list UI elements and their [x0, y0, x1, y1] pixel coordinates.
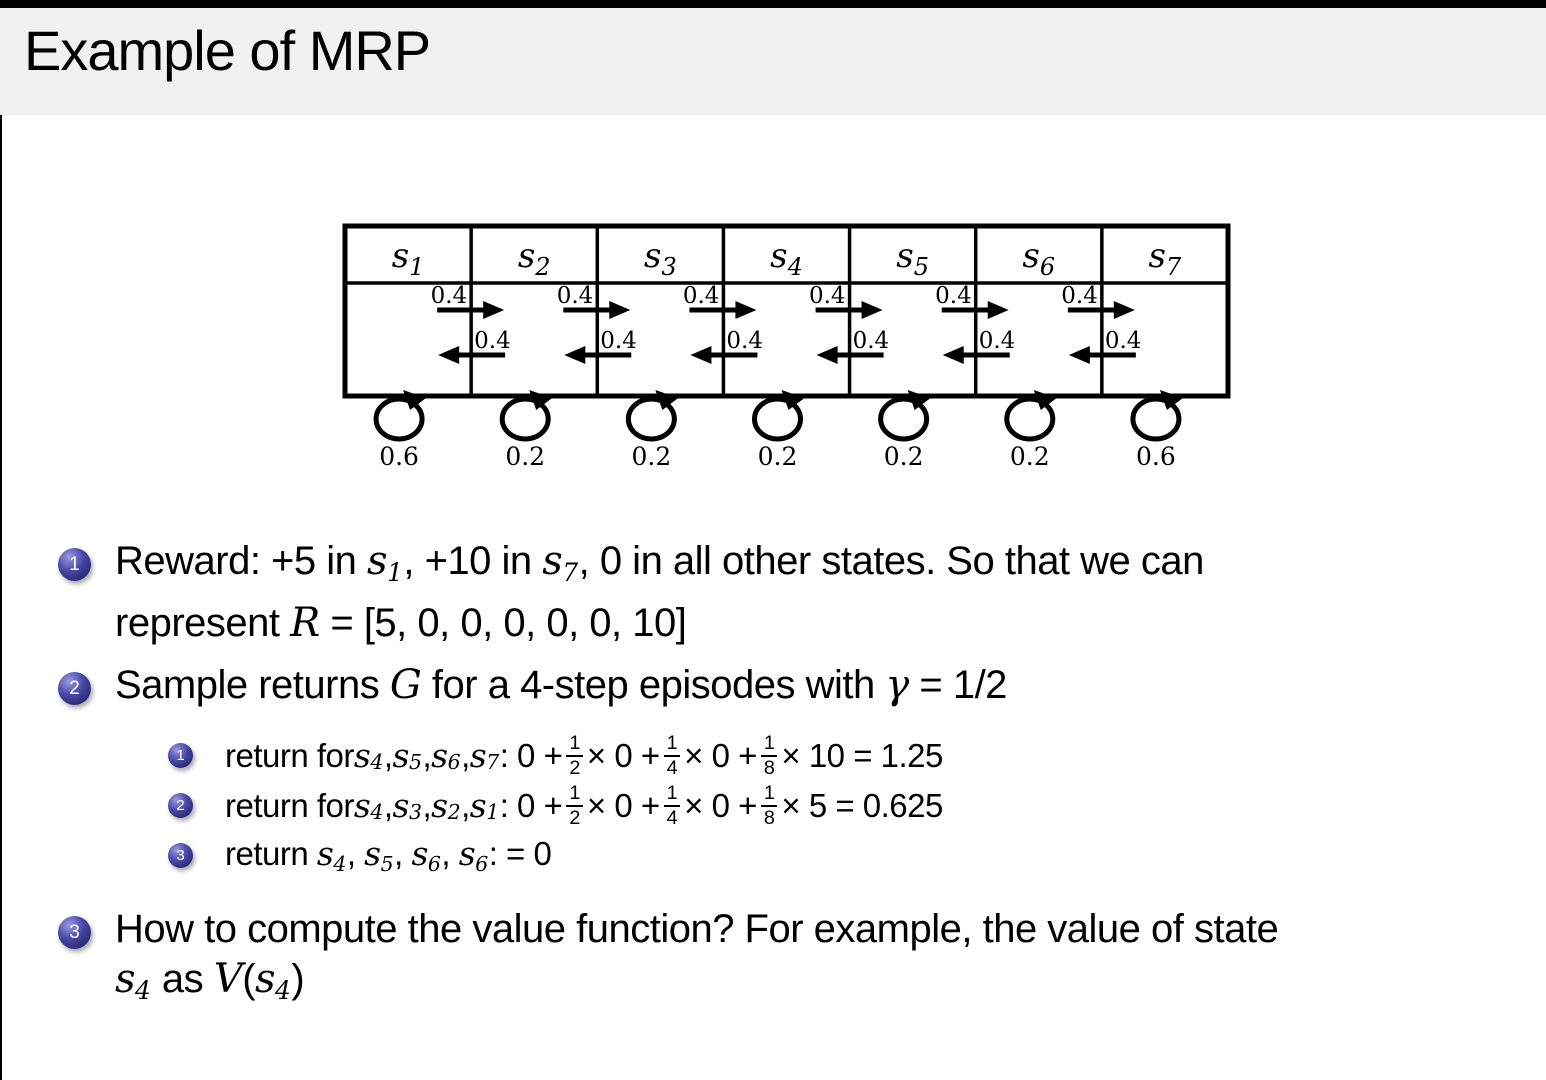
left-transition-prob: 0.4 [979, 328, 1016, 354]
state-label: s7 [1149, 236, 1182, 281]
slide-header: Example of MRP [0, 8, 1546, 115]
left-transition-prob: 0.4 [853, 328, 890, 354]
self-loop-circle [1004, 396, 1056, 442]
bullet-1-line-1: Reward: +5 in s1, +10 in s7, 0 in all ot… [115, 538, 1204, 587]
self-loop-arrowhead [907, 390, 931, 410]
mrp-state-diagram: 0.40.40.40.40.40.40.40.40.40.40.40.4s10.… [342, 223, 1231, 471]
bullet-1-line-2: represent R = [5, 0, 0, 0, 0, 0, 10] [115, 600, 687, 646]
left-arrow-head [690, 346, 712, 364]
self-loop-prob: 0.6 [1136, 442, 1176, 471]
self-loop-circle [499, 396, 551, 442]
state-label: s3 [644, 236, 677, 281]
right-arrow-head [1113, 301, 1135, 319]
sub-bullet-1-marker: 1 [168, 743, 193, 768]
self-loop-arrowhead [1159, 390, 1183, 410]
right-transition-prob: 0.4 [809, 283, 846, 309]
sub-bullet-3-line: return s4, s5, s6, s6: = 0 [225, 834, 552, 876]
state-label: s5 [896, 236, 929, 281]
bullet-2-marker: 2 [58, 672, 91, 705]
right-arrow-head [861, 301, 883, 319]
right-arrow-head [987, 301, 1009, 319]
self-loop-arrowhead [529, 390, 553, 410]
bullet-3-line-2: s4 as V(s4) [115, 956, 305, 1005]
left-arrow-head [942, 346, 964, 364]
left-arrow-head [816, 346, 838, 364]
self-loop-circle [625, 396, 677, 442]
self-loop-prob: 0.2 [505, 442, 545, 471]
right-arrow-head [609, 301, 631, 319]
bullet-1-marker: 1 [58, 548, 91, 581]
left-transition-prob: 0.4 [726, 328, 763, 354]
left-transition-prob: 0.4 [1105, 328, 1142, 354]
self-loop-arrowhead [655, 390, 679, 410]
self-loop-circle [373, 396, 425, 442]
self-loop-prob: 0.2 [1010, 442, 1050, 471]
left-transition-prob: 0.4 [474, 328, 511, 354]
top-black-bar [0, 0, 1546, 8]
self-loop-prob: 0.6 [379, 442, 419, 471]
right-transition-prob: 0.4 [431, 283, 468, 309]
self-loop-arrowhead [781, 390, 805, 410]
bullet-3-marker: 3 [58, 916, 91, 949]
self-loop-circle [878, 396, 930, 442]
state-label: s1 [392, 236, 425, 281]
right-transition-prob: 0.4 [935, 283, 972, 309]
right-transition-prob: 0.4 [1061, 283, 1098, 309]
bullet-3-line-1: How to compute the value function? For e… [115, 907, 1279, 951]
self-loop-prob: 0.2 [758, 442, 798, 471]
self-loop-arrowhead [1033, 390, 1057, 410]
state-label: s4 [770, 236, 803, 281]
sub-bullet-3-marker: 3 [168, 843, 193, 868]
bullet-2-line-1: Sample returns G for a 4-step episodes w… [115, 662, 1007, 708]
left-transition-prob: 0.4 [600, 328, 637, 354]
right-transition-prob: 0.4 [557, 283, 594, 309]
left-arrow-head [564, 346, 586, 364]
state-label: s6 [1022, 236, 1055, 281]
self-loop-arrowhead [403, 390, 427, 410]
sub-bullet-2-marker: 2 [168, 793, 193, 818]
left-edge-line [0, 115, 2, 1080]
self-loop-circle [752, 396, 803, 442]
slide-title: Example of MRP [24, 19, 431, 82]
right-arrow-head [735, 301, 757, 319]
state-label: s2 [518, 236, 551, 281]
self-loop-prob: 0.2 [884, 442, 924, 471]
left-arrow-head [438, 346, 460, 364]
self-loop-circle [1130, 396, 1182, 442]
right-arrow-head [483, 301, 505, 319]
right-transition-prob: 0.4 [683, 283, 720, 309]
self-loop-prob: 0.2 [631, 442, 671, 471]
left-arrow-head [1068, 346, 1090, 364]
